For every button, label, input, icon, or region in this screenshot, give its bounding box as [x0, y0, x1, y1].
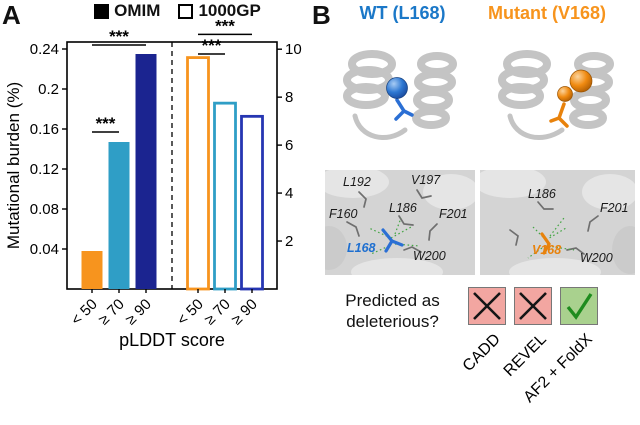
- contact-dotted-lines: [527, 217, 575, 259]
- panel-a-label: A: [2, 0, 21, 30]
- bar-1000GP-1: [213, 101, 237, 291]
- question-line-2: deleterious?: [346, 312, 439, 331]
- x-tick-label: ≥ 70: [201, 296, 234, 329]
- x-tick-label: < 50: [68, 296, 101, 329]
- legend-label-omim: OMIM: [114, 1, 161, 20]
- verdict-box-revel: [514, 287, 552, 325]
- residue-label: W200: [413, 249, 446, 263]
- left-tick-label: 0.2: [38, 81, 59, 98]
- deleterious-question: Predicted as deleterious?: [325, 290, 460, 332]
- left-tick-label: 0.08: [30, 201, 59, 218]
- significance-stars: ***: [96, 114, 116, 133]
- surface-blobs: [325, 170, 475, 275]
- x-tick-label: ≥ 90: [228, 296, 261, 329]
- chart-legend: OMIM 1000GP: [60, 1, 295, 21]
- residue-label-mutation-site: L168: [347, 241, 376, 255]
- open-square-icon: [178, 3, 194, 19]
- x-tick-label: ≥ 90: [122, 296, 155, 329]
- significance-stars: ***: [215, 16, 235, 35]
- right-tick-label: 10: [285, 41, 302, 58]
- helix-ribbons: [498, 50, 614, 140]
- check-icon: [566, 293, 593, 320]
- residue-label: L192: [343, 175, 371, 189]
- right-tick-label: 8: [285, 89, 293, 106]
- verdict-box-cadd: [468, 287, 506, 325]
- left-tick-label: 0.16: [30, 121, 59, 138]
- wt-structure-image: [343, 50, 457, 140]
- helix-ribbons: [343, 50, 457, 140]
- panel-b-label: B: [312, 0, 331, 30]
- x-axis-label: pLDDT score: [119, 330, 225, 350]
- right-tick-label: 6: [285, 137, 293, 154]
- cross-icon: [473, 292, 501, 320]
- residue-label: F201: [600, 201, 629, 215]
- x-tick-label: ≥ 70: [95, 296, 128, 329]
- verdict-boxes: [468, 287, 598, 325]
- wt-header: WT (L168): [359, 3, 446, 23]
- residue-label: W200: [580, 251, 613, 265]
- filled-square-icon: [94, 3, 110, 19]
- verdict-box-af2-foldx: [560, 287, 598, 325]
- predictor-label: CADD: [460, 331, 504, 375]
- residue-label: F160: [329, 207, 358, 221]
- bar-OMIM-2: [135, 54, 157, 289]
- x-tick-label: < 50: [174, 296, 207, 329]
- significance-stars: ***: [109, 27, 129, 46]
- mutant-zoom-image: L186 F201 W200 V168: [480, 170, 635, 275]
- bar-1000GP-0: [186, 56, 210, 291]
- bar-OMIM-1: [108, 142, 130, 289]
- left-tick-label: 0.24: [30, 41, 59, 58]
- legend-item-omim: OMIM: [94, 1, 160, 21]
- wt-zoom-image: L192 V197 F160 L186 F201 W200 L168: [325, 170, 475, 275]
- residue-label: L186: [389, 201, 417, 215]
- wt-sphere: [386, 77, 408, 99]
- bar-1000GP-2: [240, 114, 264, 291]
- left-tick-label: 0.04: [30, 241, 59, 258]
- residue-label: F201: [439, 207, 468, 221]
- question-line-1: Predicted as: [345, 291, 440, 310]
- residue-label: V197: [411, 173, 441, 187]
- legend-label-1000gp: 1000GP: [198, 1, 261, 20]
- mutant-header: Mutant (V168): [487, 3, 606, 23]
- residue-label: L186: [528, 187, 556, 201]
- left-tick-label: 0.12: [30, 161, 59, 178]
- significance-stars: ***: [202, 36, 222, 55]
- wt-l168-stick: [381, 228, 404, 253]
- right-tick-label: 4: [285, 185, 293, 202]
- wt-residue-stick: [394, 98, 414, 121]
- residue-sticks: [346, 189, 438, 253]
- mutant-sphere-large: [569, 69, 593, 93]
- mutant-residue-stick: [549, 102, 569, 128]
- surface-blobs: [480, 170, 635, 275]
- residue-label-mutation-site: V168: [532, 243, 561, 257]
- mutant-v168-stick: [540, 232, 551, 255]
- mutant-structure-image: [498, 50, 614, 140]
- right-tick-label: 2: [285, 233, 293, 250]
- y-axis-label: Mutational burden (%): [5, 82, 23, 249]
- mutant-sphere-small: [557, 86, 573, 102]
- legend-item-1000gp: 1000GP: [178, 1, 261, 21]
- bar-OMIM-0: [81, 251, 103, 289]
- cross-icon: [519, 292, 547, 320]
